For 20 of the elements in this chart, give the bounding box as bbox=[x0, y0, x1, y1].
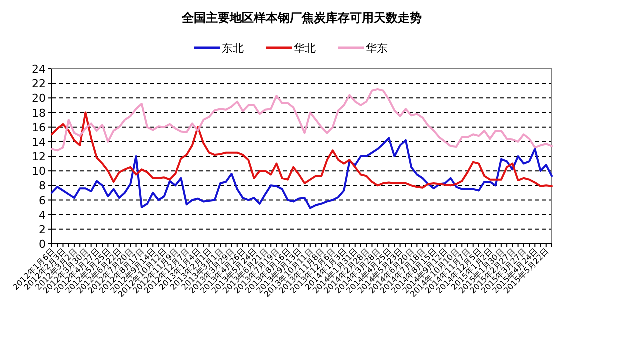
y-tick-label: 0 bbox=[39, 238, 46, 251]
y-tick-label: 20 bbox=[32, 92, 46, 106]
y-tick-label: 2 bbox=[39, 223, 46, 236]
y-tick-label: 12 bbox=[32, 150, 46, 164]
y-tick-label: 4 bbox=[39, 208, 46, 222]
y-tick-label: 14 bbox=[32, 136, 46, 149]
legend-label: 华北 bbox=[294, 42, 316, 55]
y-tick-label: 6 bbox=[39, 194, 46, 208]
chart-title: 全国主要地区样本钢厂焦炭库存可用天数走势 bbox=[181, 11, 422, 25]
y-tick-label: 16 bbox=[32, 121, 46, 134]
y-tick-label: 18 bbox=[32, 106, 46, 120]
line-series bbox=[51, 112, 553, 189]
y-tick-label: 22 bbox=[32, 78, 46, 91]
legend-label: 东北 bbox=[222, 42, 244, 55]
y-tick-label: 10 bbox=[32, 165, 46, 178]
line-series bbox=[51, 137, 553, 210]
y-tick-label: 8 bbox=[39, 180, 46, 193]
legend-label: 华东 bbox=[366, 42, 388, 55]
line-series bbox=[51, 88, 553, 152]
y-tick-label: 24 bbox=[32, 63, 46, 76]
